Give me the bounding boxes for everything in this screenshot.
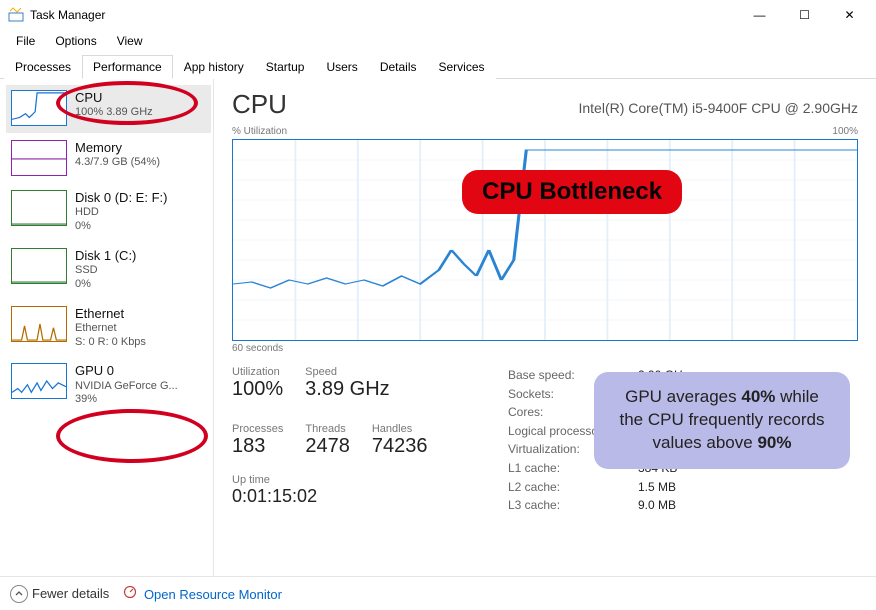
- spec-row: L2 cache:1.5 MB: [508, 478, 689, 497]
- tile-sub2: 0%: [75, 220, 167, 234]
- stat-handles: Handles74236: [372, 423, 428, 466]
- tab-services[interactable]: Services: [428, 55, 496, 79]
- page-title: CPU: [232, 89, 287, 120]
- content: CPU100% 3.89 GHzMemory4.3/7.9 GB (54%)Di…: [0, 79, 876, 576]
- minimize-button[interactable]: —: [737, 0, 782, 30]
- maximize-button[interactable]: ☐: [782, 0, 827, 30]
- stat-threads: Threads2478: [305, 423, 350, 466]
- annotation-circle-1: [56, 409, 208, 463]
- stat-uptime: Up time0:01:15:02: [232, 474, 488, 515]
- detail-header: CPU Intel(R) Core(TM) i5-9400F CPU @ 2.9…: [232, 89, 858, 120]
- menu-file[interactable]: File: [6, 32, 45, 50]
- menubar: File Options View: [0, 30, 876, 52]
- uptime-value: 0:01:15:02: [232, 486, 488, 507]
- stat-value: 74236: [372, 435, 428, 458]
- sidebar-tile-gpu-0[interactable]: GPU 0NVIDIA GeForce G...39%: [6, 358, 211, 414]
- tile-thumb: [11, 248, 67, 284]
- stat-value: 3.89 GHz: [305, 378, 389, 401]
- titlebar: Task Manager — ☐ ✕: [0, 0, 876, 30]
- spec-row: L3 cache:9.0 MB: [508, 496, 689, 515]
- sidebar-tile-ethernet[interactable]: EthernetEthernetS: 0 R: 0 Kbps: [6, 301, 211, 357]
- cpu-model-name: Intel(R) Core(TM) i5-9400F CPU @ 2.90GHz: [578, 100, 858, 116]
- tabstrip: ProcessesPerformanceApp historyStartupUs…: [0, 54, 876, 79]
- chart-util-label: % Utilization: [232, 126, 287, 137]
- chevron-up-icon: [10, 585, 28, 603]
- stat-value: 2478: [305, 435, 350, 458]
- tile-name: Disk 0 (D: E: F:): [75, 190, 167, 206]
- tile-thumb: [11, 90, 67, 126]
- tile-name: CPU: [75, 90, 153, 106]
- footer: Fewer details Open Resource Monitor: [0, 576, 876, 610]
- close-button[interactable]: ✕: [827, 0, 872, 30]
- tile-name: GPU 0: [75, 363, 178, 379]
- spec-key: L3 cache:: [508, 496, 638, 515]
- menu-options[interactable]: Options: [45, 32, 106, 50]
- tile-name: Memory: [75, 140, 160, 156]
- chart-max-label: 100%: [832, 126, 858, 137]
- tab-users[interactable]: Users: [315, 55, 368, 79]
- stat-label: Speed: [305, 366, 389, 378]
- tile-name: Ethernet: [75, 306, 146, 322]
- stat-processes: Processes183: [232, 423, 283, 466]
- sidebar-tile-disk-0-d-e-f-[interactable]: Disk 0 (D: E: F:)HDD0%: [6, 185, 211, 241]
- tile-thumb: [11, 190, 67, 226]
- sidebar-tile-disk-1-c-[interactable]: Disk 1 (C:)SSD0%: [6, 243, 211, 299]
- tile-sub: 4.3/7.9 GB (54%): [75, 156, 160, 170]
- spec-value: 1.5 MB: [638, 478, 676, 497]
- tab-processes[interactable]: Processes: [4, 55, 82, 79]
- tile-thumb: [11, 306, 67, 342]
- tab-details[interactable]: Details: [369, 55, 428, 79]
- tile-sub2: 39%: [75, 393, 178, 407]
- stat-label: Threads: [305, 423, 350, 435]
- annotation-bottleneck-pill: CPU Bottleneck: [462, 170, 682, 214]
- stats-left: Utilization100% Speed3.89 GHz Processes183…: [232, 366, 488, 515]
- open-resource-monitor-label: Open Resource Monitor: [144, 587, 282, 602]
- open-resource-monitor-link[interactable]: Open Resource Monitor: [123, 585, 282, 602]
- stat-label: Utilization: [232, 366, 283, 378]
- stat-speed: Speed3.89 GHz: [305, 366, 389, 409]
- annotation-info-box: GPU averages 40% while the CPU frequentl…: [594, 372, 850, 469]
- chart-xaxis-label: 60 seconds: [232, 343, 858, 354]
- tab-performance[interactable]: Performance: [82, 55, 173, 79]
- tile-sub: NVIDIA GeForce G...: [75, 380, 178, 394]
- chart-top-labels: % Utilization 100%: [232, 126, 858, 137]
- stat-label: Handles: [372, 423, 428, 435]
- sidebar-tile-memory[interactable]: Memory4.3/7.9 GB (54%): [6, 135, 211, 183]
- resource-monitor-icon: [123, 587, 141, 602]
- tile-thumb: [11, 140, 67, 176]
- uptime-label: Up time: [232, 474, 488, 486]
- tile-sub: Ethernet: [75, 322, 146, 336]
- sidebar: CPU100% 3.89 GHzMemory4.3/7.9 GB (54%)Di…: [0, 79, 214, 576]
- app-icon: [8, 7, 24, 23]
- tile-sub: 100% 3.89 GHz: [75, 106, 153, 120]
- tile-name: Disk 1 (C:): [75, 248, 136, 264]
- tile-sub: HDD: [75, 206, 167, 220]
- tile-sub2: 0%: [75, 278, 136, 292]
- menu-view[interactable]: View: [107, 32, 153, 50]
- tile-sub2: S: 0 R: 0 Kbps: [75, 336, 146, 350]
- stat-label: Processes: [232, 423, 283, 435]
- stat-value: 100%: [232, 378, 283, 401]
- fewer-details-button[interactable]: Fewer details: [10, 585, 109, 603]
- stat-value: 183: [232, 435, 283, 458]
- stat-utilization: Utilization100%: [232, 366, 283, 409]
- sidebar-tile-cpu[interactable]: CPU100% 3.89 GHz: [6, 85, 211, 133]
- window-title: Task Manager: [30, 8, 737, 22]
- spec-value: 9.0 MB: [638, 496, 676, 515]
- tab-app-history[interactable]: App history: [173, 55, 255, 79]
- detail-pane: CPU Intel(R) Core(TM) i5-9400F CPU @ 2.9…: [214, 79, 876, 576]
- tile-thumb: [11, 363, 67, 399]
- tile-sub: SSD: [75, 264, 136, 278]
- fewer-details-label: Fewer details: [32, 586, 109, 601]
- tab-startup[interactable]: Startup: [255, 55, 316, 79]
- spec-key: L2 cache:: [508, 478, 638, 497]
